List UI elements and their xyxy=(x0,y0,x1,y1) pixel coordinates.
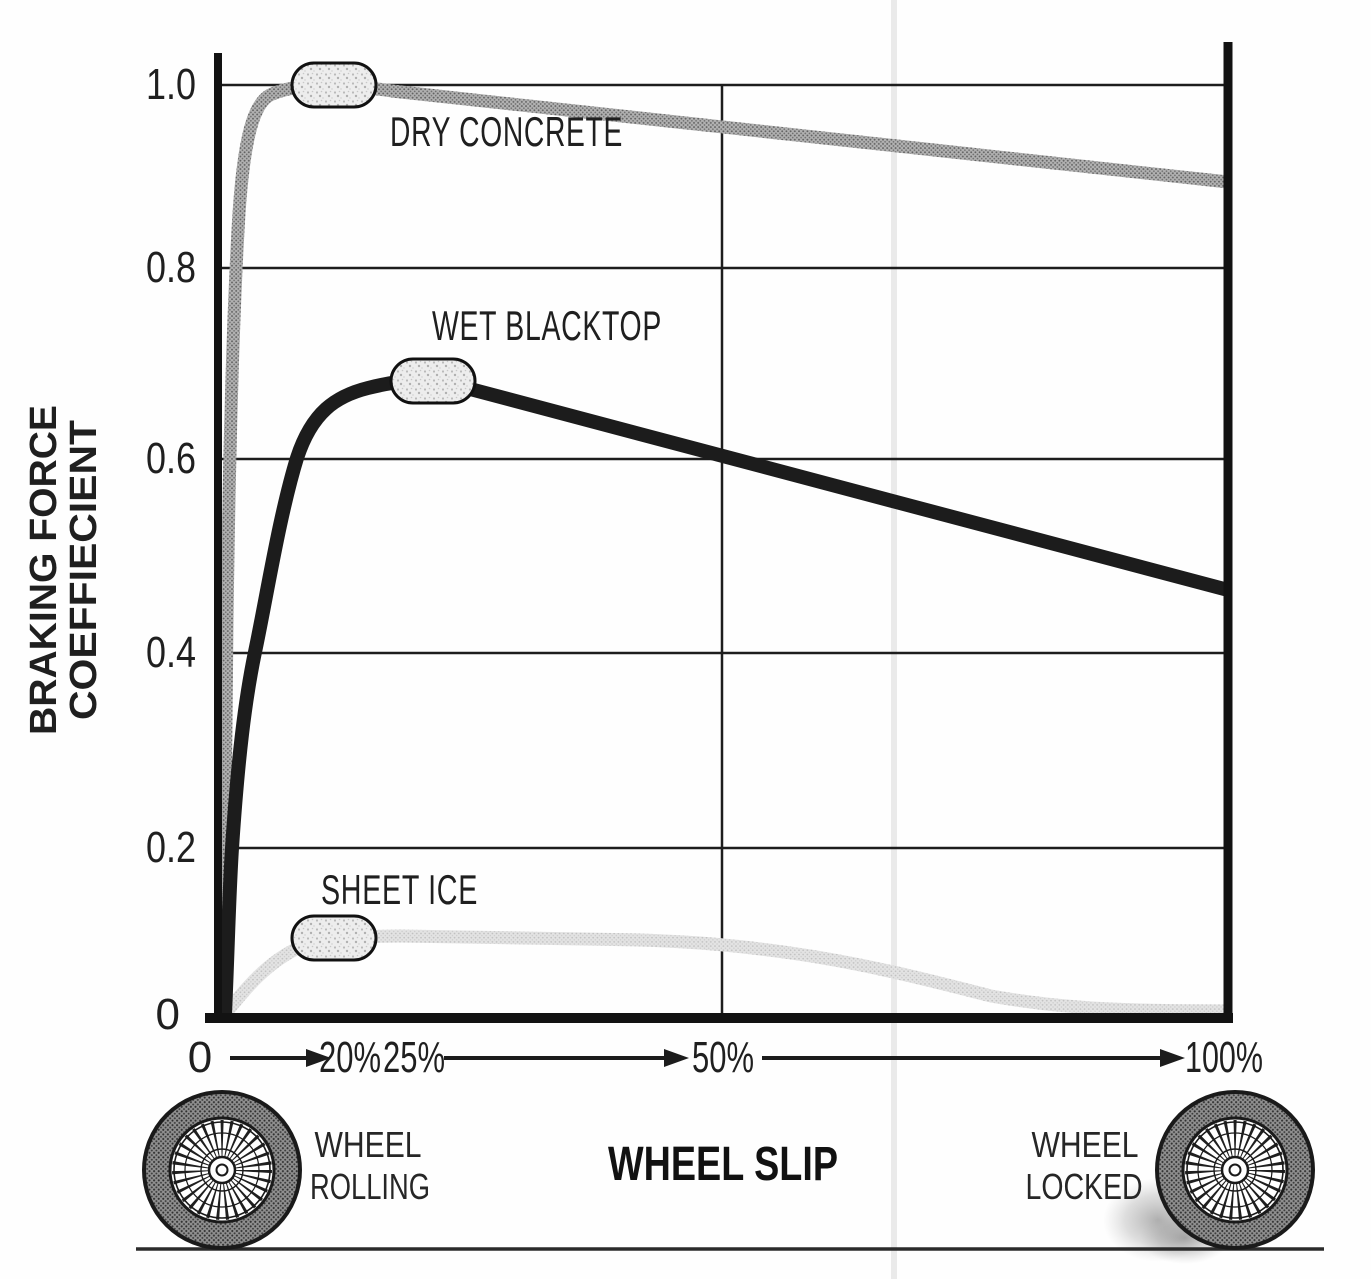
wet-blacktop-peak-marker xyxy=(389,357,477,405)
arrow-0-to-20-head xyxy=(306,1049,331,1067)
bottom-illustration xyxy=(136,1092,1324,1264)
y-tick-0: 0 xyxy=(156,990,180,1039)
wheel-rolling-icon xyxy=(144,1092,300,1248)
x-axis-arrows xyxy=(230,1049,1185,1067)
x-tick-100pct: 100% xyxy=(1185,1033,1263,1082)
wet-blacktop-curve xyxy=(218,373,1230,1015)
wheel-locked-caption-line2: LOCKED xyxy=(1026,1166,1143,1207)
y-tick-0.6: 0.6 xyxy=(146,434,196,483)
y-tick-0.8: 0.8 xyxy=(146,243,196,292)
sheet-ice-peak-marker xyxy=(290,914,378,962)
wheel-locked-icon xyxy=(1157,1092,1313,1248)
y-tick-0.2: 0.2 xyxy=(146,823,196,872)
wet-blacktop-label: WET BLACKTOP xyxy=(432,302,662,349)
y-axis-title-line1: BRAKING FORCE xyxy=(23,405,65,735)
x-tick-25pct: 25% xyxy=(383,1033,445,1082)
wheel-rolling-caption-line1: WHEEL xyxy=(315,1124,422,1165)
wheel-locked-caption-line1: WHEEL xyxy=(1032,1124,1139,1165)
x-axis-title: WHEEL SLIP xyxy=(608,1138,838,1191)
axes xyxy=(205,42,1233,1023)
y-tick-1.0: 1.0 xyxy=(146,60,196,109)
dry-concrete-peak-marker xyxy=(290,61,378,109)
arrow-50-to-100-head xyxy=(1160,1049,1185,1067)
scan-artifact-band xyxy=(891,0,897,1279)
y-tick-labels: 1.0 0.8 0.6 0.4 0.2 0 xyxy=(146,60,196,1039)
y-tick-0.4: 0.4 xyxy=(146,628,196,677)
wheel-rolling-caption-line2: ROLLING xyxy=(310,1166,430,1207)
sheet-ice-curve xyxy=(220,929,1229,1018)
dry-concrete-label: DRY CONCRETE xyxy=(390,108,623,155)
y-axis-title-line2: COEFFIECIENT xyxy=(63,420,105,720)
x-tick-50pct: 50% xyxy=(692,1033,754,1082)
x-tick-0: 0 xyxy=(188,1033,212,1082)
sheet-ice-label: SHEET ICE xyxy=(321,866,478,913)
arrow-25-to-50-head xyxy=(664,1049,689,1067)
